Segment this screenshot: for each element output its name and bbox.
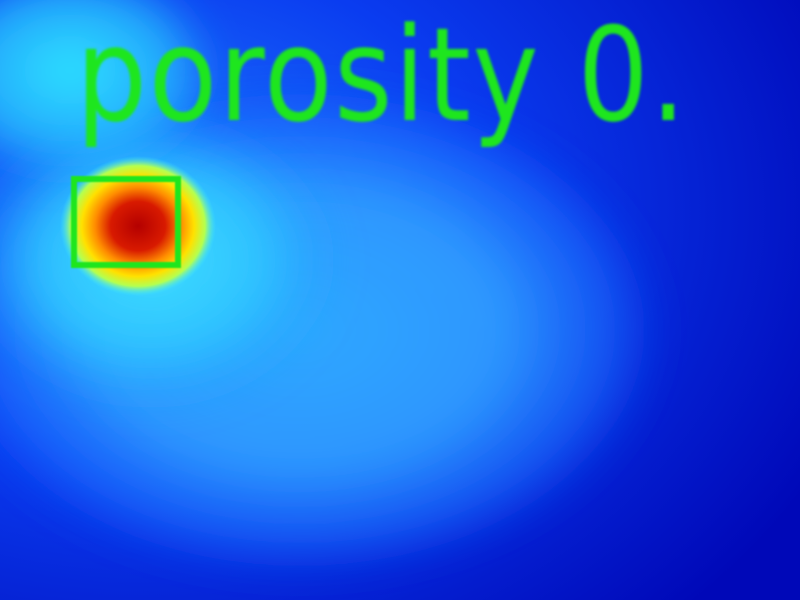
porosity-label: porosity 0. <box>76 0 688 151</box>
detection-box <box>71 176 181 268</box>
cyan-zone-top <box>0 0 220 180</box>
